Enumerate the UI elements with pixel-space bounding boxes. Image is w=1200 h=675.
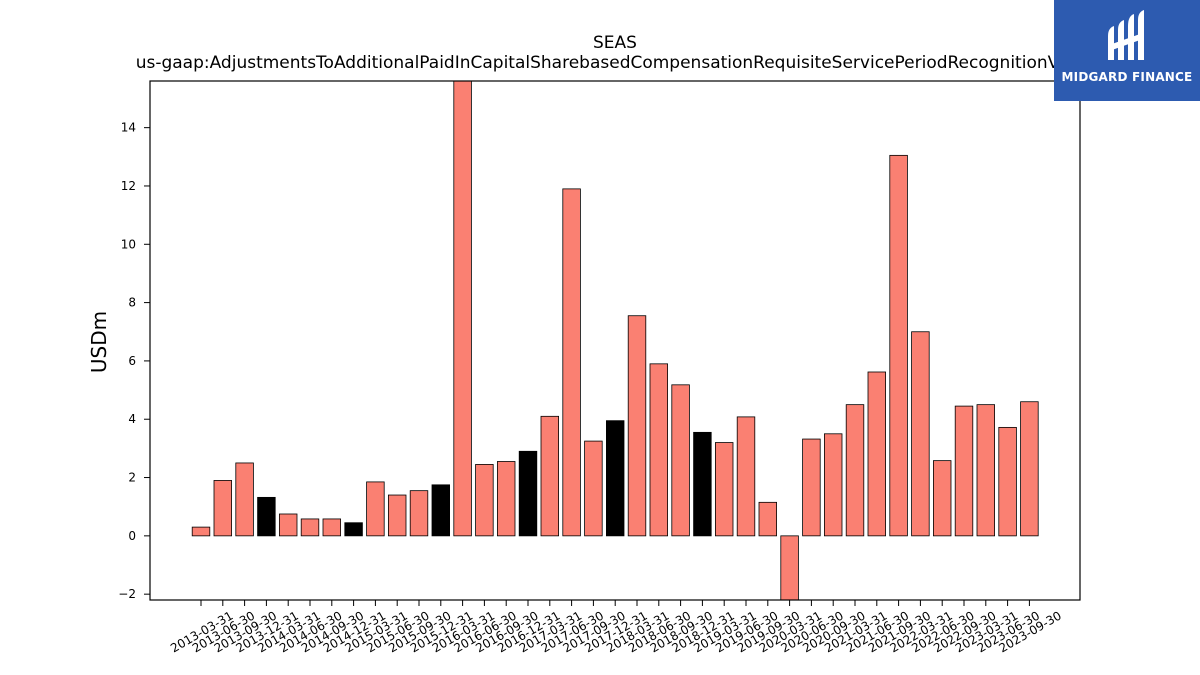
logo-background: [1054, 0, 1200, 101]
bar-2016-06-30: [475, 464, 494, 537]
y-tick-label: 12: [121, 179, 136, 193]
y-tick-label: 4: [128, 412, 136, 426]
y-tick-label: 0: [128, 529, 136, 543]
bar-2015-06-30: [387, 494, 407, 537]
y-tick-label: 14: [121, 121, 136, 135]
bar-2015-03-31: [366, 481, 385, 537]
bar-2014-03-31: [278, 513, 298, 537]
bar-2023-09-30: [1020, 401, 1039, 537]
bar-2023-06-30: [998, 426, 1017, 537]
bar-2013-03-31: [191, 526, 211, 537]
bar-2015-09-30: [409, 490, 429, 537]
plot-frame: [149, 80, 1081, 601]
logo-mark-icon: [1108, 10, 1144, 60]
bar-2020-09-30: [824, 433, 843, 537]
y-tick-label: 6: [128, 354, 136, 368]
bar-2020-06-30: [802, 438, 821, 537]
bar-2022-09-30: [954, 405, 974, 537]
y-tick-label: 2: [128, 471, 136, 485]
bar-2020-03-31: [780, 535, 799, 601]
logo-text: MIDGARD FINANCE: [1062, 70, 1193, 84]
bar-2017-12-31: [606, 420, 625, 537]
y-tick-label: 10: [121, 237, 136, 251]
bar-2016-09-30: [496, 461, 516, 537]
y-tick-label: 8: [128, 296, 136, 310]
bar-2018-06-30: [649, 363, 669, 537]
bars-group: [191, 80, 1039, 601]
bar-2021-09-30: [889, 154, 908, 537]
bar-2013-06-30: [213, 480, 233, 537]
bar-2016-12-31: [518, 450, 538, 537]
bar-2014-06-30: [300, 518, 320, 537]
bar-2017-09-30: [584, 440, 603, 537]
bar-2018-09-30: [671, 384, 690, 537]
bar-2018-12-31: [693, 431, 712, 537]
bar-2021-06-30: [867, 371, 887, 537]
chart-title: SEAS: [593, 33, 637, 53]
bar-2015-12-31: [431, 484, 451, 537]
y-tick-label: −2: [118, 587, 136, 601]
bar-2013-12-31: [257, 496, 276, 537]
bar-2019-06-30: [736, 416, 756, 537]
bar-2021-03-31: [845, 404, 865, 537]
bar-2022-03-31: [911, 331, 930, 537]
bar-2023-03-31: [976, 404, 996, 537]
bar-2018-03-31: [627, 315, 647, 537]
x-ticks-group: 2013-03-312013-06-302013-09-302013-12-31…: [168, 600, 1064, 655]
bar-2019-03-31: [715, 442, 734, 537]
bar-2016-03-31: [453, 80, 472, 537]
bar-2022-06-30: [933, 460, 952, 537]
bar-2013-09-30: [235, 462, 254, 537]
y-ticks-group: −2 0 2 4 6 8 10 12 14: [118, 121, 150, 601]
bar-2019-09-30: [758, 501, 778, 537]
y-axis-label: USDm: [87, 311, 111, 373]
brand-logo: MIDGARD FINANCE: [1054, 0, 1200, 101]
bar-2014-09-30: [322, 518, 342, 537]
bar-2017-06-30: [562, 188, 581, 537]
bar-2017-03-31: [540, 415, 560, 537]
bar-2014-12-31: [344, 522, 363, 537]
chart-subtitle: us-gaap:AdjustmentsToAdditionalPaidInCap…: [136, 53, 1095, 73]
